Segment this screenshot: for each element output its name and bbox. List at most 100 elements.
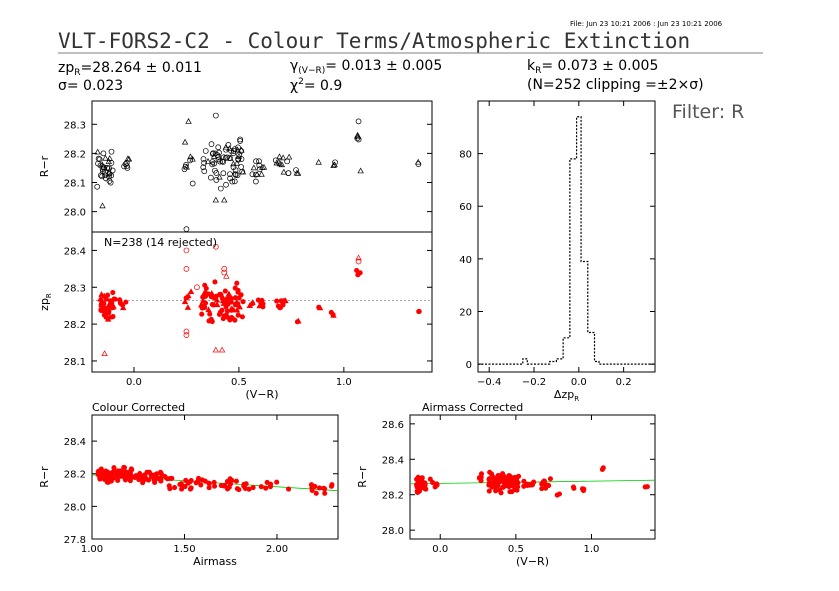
data-point [570, 484, 577, 490]
data-point [556, 491, 562, 497]
y-tick-label: 28.0 [382, 526, 404, 537]
data-point [231, 148, 237, 154]
data-point [183, 332, 190, 339]
data-point [227, 171, 233, 178]
data-point [169, 475, 175, 481]
y-tick-label: 28.2 [64, 320, 86, 331]
y-tick-label: 28.4 [64, 246, 86, 257]
data-point [95, 160, 101, 167]
data-point [295, 317, 302, 324]
data-point [285, 153, 293, 160]
data-point [187, 153, 194, 160]
data-point [102, 154, 109, 161]
y-axis-label: R−r [38, 466, 51, 488]
data-point [101, 350, 108, 357]
data-point [239, 314, 245, 320]
data-point [218, 346, 226, 353]
data-point [235, 144, 241, 151]
data-point [99, 202, 106, 209]
data-point [201, 160, 207, 166]
data-point [98, 172, 104, 179]
data-point [237, 138, 243, 144]
data-point [354, 135, 361, 142]
data-point [104, 165, 110, 171]
data-point [316, 485, 323, 491]
data-point [108, 478, 114, 484]
y-tick-label: 60 [459, 202, 472, 213]
data-point [258, 484, 264, 490]
data-point [128, 466, 134, 472]
x-tick-label: 1.0 [584, 544, 600, 555]
data-point [201, 289, 208, 296]
data-point [234, 172, 241, 179]
data-point [238, 156, 245, 162]
data-point [263, 485, 269, 491]
data-point [506, 478, 512, 484]
data-point [236, 303, 243, 310]
x-tick-label: 1.50 [173, 544, 195, 555]
x-axis-label: Airmass [193, 555, 237, 568]
data-point [230, 150, 237, 157]
data-point [124, 155, 132, 162]
data-point [280, 302, 286, 308]
y-tick-label: 80 [459, 150, 472, 161]
data-point [235, 156, 241, 162]
k-result: kR= 0.073 ± 0.005 [527, 58, 658, 76]
data-point [415, 474, 421, 480]
data-point [232, 295, 238, 301]
x-tick-label: 0.5 [231, 377, 247, 388]
data-point [183, 226, 190, 232]
data-point [185, 118, 192, 124]
data-point [199, 305, 205, 311]
data-point [234, 280, 240, 286]
data-point [189, 180, 196, 187]
data-point [217, 310, 223, 316]
y-tick-label: 0 [466, 360, 472, 371]
histogram-outline [478, 116, 655, 365]
y-tick-label: 28.2 [382, 491, 404, 502]
data-point [212, 150, 219, 157]
data-point [253, 170, 261, 177]
y-tick-label: 28.4 [382, 455, 404, 466]
n-rejected-annotation: N=238 (14 rejected) [104, 236, 217, 249]
data-point [183, 295, 189, 301]
data-point [183, 162, 189, 168]
data-point [209, 151, 216, 157]
data-point [422, 482, 428, 488]
data-point [183, 265, 190, 272]
data-point [322, 490, 328, 496]
data-point [521, 478, 527, 484]
y-axis-label: R−r [38, 155, 51, 177]
data-point [189, 155, 196, 162]
data-point [115, 477, 121, 484]
data-point [286, 486, 292, 492]
x-axis-label: ΔzpR [554, 388, 579, 403]
data-point [308, 482, 315, 488]
data-point [182, 483, 188, 490]
data-point [216, 173, 223, 180]
data-point [284, 158, 290, 165]
data-point [329, 482, 335, 488]
data-point [198, 482, 204, 488]
data-point [354, 267, 360, 274]
data-point [512, 480, 518, 486]
data-point [181, 138, 189, 145]
data-point [273, 159, 280, 166]
data-point [490, 482, 496, 488]
data-point [506, 484, 512, 490]
gamma-result: γ(V−R)= 0.013 ± 0.005 [290, 58, 442, 76]
y-tick-label: 40 [459, 255, 472, 266]
y-tick-label: 28.1 [64, 357, 86, 368]
y-tick-label: 20 [459, 307, 472, 318]
y-tick-label: 28.4 [64, 437, 86, 448]
data-point [199, 311, 205, 317]
data-point [276, 153, 283, 160]
data-point [278, 161, 286, 168]
data-point [200, 164, 207, 171]
data-point [202, 478, 208, 484]
data-point [238, 146, 245, 153]
data-point [113, 469, 119, 476]
data-point [110, 303, 117, 309]
data-point [187, 157, 194, 164]
